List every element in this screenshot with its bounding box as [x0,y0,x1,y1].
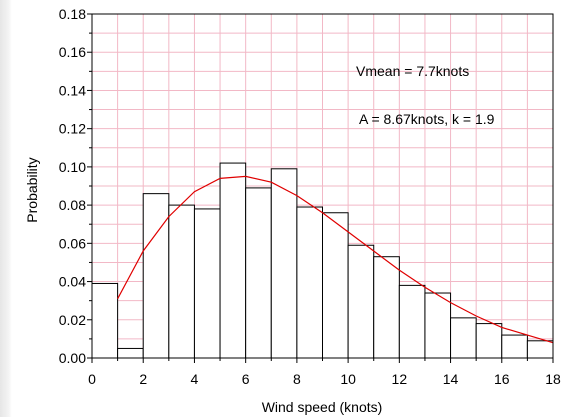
x-axis-title: Wind speed (knots) [262,399,383,415]
histogram-bar [142,193,170,359]
y-tick-label: 0.14 [59,82,86,98]
x-tick-label: 16 [494,371,510,387]
x-tick-label: 14 [443,371,459,387]
weibull-fit-curve [117,175,554,344]
histogram-bar [347,244,375,359]
histogram-bar [526,340,554,359]
histogram-bar [398,284,426,359]
y-tick-label: 0.18 [59,6,86,22]
x-tick-label: 6 [242,371,250,387]
y-axis-title: Probability [24,157,40,222]
x-tick-label: 8 [293,371,301,387]
histogram-bar [270,168,298,359]
histogram-bar [91,282,119,359]
x-tick-labels: 0 2 4 6 8 10 12 14 16 18 [88,371,561,387]
histogram-bar [501,334,528,359]
histogram-bar [168,204,195,359]
x-tick-label: 4 [191,371,199,387]
y-tick-label: 0.12 [59,121,86,137]
histogram-bar [322,212,349,359]
y-tick-label: 0.02 [59,312,86,328]
y-tick-label: 0.16 [59,44,86,60]
histogram-bar [219,162,247,359]
annotation-vmean: Vmean = 7.7knots [356,63,469,79]
x-tick-label: 12 [392,371,408,387]
histogram-bar [424,292,452,359]
y-tick-label: 0.00 [59,350,86,366]
y-tick-labels: 0.00 0.02 0.04 0.06 0.08 0.10 0.12 0.14 0.16 0.18 [59,6,86,366]
fit-curve-layer [117,175,554,344]
x-tick-label: 0 [88,371,96,387]
histogram-bar [296,206,323,359]
histogram-bar [193,208,221,359]
axis-ticks [87,13,554,363]
y-tick-label: 0.06 [59,235,86,251]
y-tick-label: 0.10 [59,159,86,175]
histogram-bar [373,256,400,359]
left-band [0,0,12,417]
x-tick-label: 10 [340,371,356,387]
y-tick-label: 0.04 [59,274,86,290]
annotation-weibull-params: A = 8.67knots, k = 1.9 [359,111,495,127]
histogram-bar [450,317,477,359]
histogram-bar [475,323,503,359]
x-tick-label: 18 [545,371,561,387]
histogram-bar [245,187,272,359]
y-tick-label: 0.08 [59,197,86,213]
histogram-bars [91,162,554,359]
histogram-bar [117,347,144,359]
x-tick-label: 2 [139,371,147,387]
